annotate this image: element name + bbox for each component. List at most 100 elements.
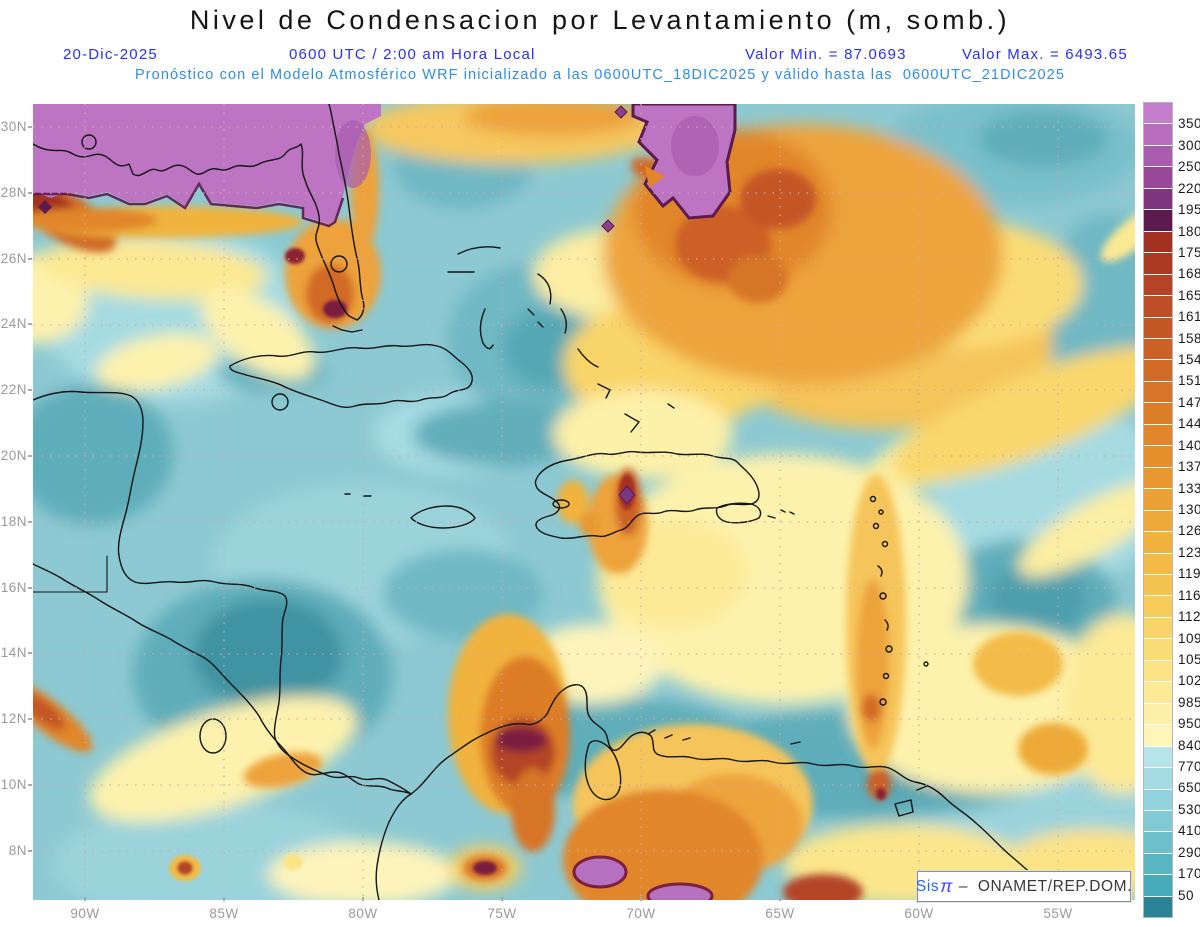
colorbar-tick-label: 1020	[1178, 673, 1200, 689]
colorbar-segment	[1144, 532, 1172, 554]
colorbar-tick-label: 1405	[1178, 437, 1200, 453]
axis-label-lat: 16N	[0, 580, 27, 595]
axis-tick	[28, 455, 32, 457]
axis-label-lat: 20N	[0, 448, 27, 463]
axis-tick	[28, 192, 32, 194]
colorbar-tick-label: 1580	[1178, 330, 1200, 346]
map-canvas	[33, 104, 1135, 900]
colorbar-tick-label: 1800	[1178, 223, 1200, 239]
colorbar-segment	[1144, 188, 1172, 211]
colorbar-segment	[1144, 253, 1172, 275]
colorbar-tick-label: 3000	[1178, 137, 1200, 153]
max-value-label: Valor Max. = 6493.65	[962, 46, 1128, 63]
axis-label-lat: 24N	[0, 316, 27, 331]
min-value-label: Valor Min. = 87.0693	[745, 46, 907, 63]
axis-label-lat: 22N	[0, 382, 27, 397]
colorbar-tick-label: 1950	[1178, 202, 1200, 218]
colorbar-tick-label: 770	[1178, 759, 1200, 775]
axis-tick	[84, 897, 86, 901]
colorbar-segment	[1144, 875, 1172, 897]
axis-label-lat: 18N	[0, 514, 27, 529]
colorbar-tick-label: 1615	[1178, 309, 1200, 325]
axis-tick	[28, 389, 32, 391]
colorbar-segment	[1144, 682, 1172, 704]
colorbar-segment	[1144, 231, 1172, 254]
colorbar-tick-label: 1370	[1178, 459, 1200, 475]
axis-tick	[28, 587, 32, 589]
colorbar-segment	[1144, 553, 1172, 575]
colorbar-segment	[1144, 768, 1172, 790]
colorbar-tick-label: 2500	[1178, 159, 1200, 175]
axis-label-lon: 70W	[626, 906, 656, 921]
colorbar-tick-label: 1230	[1178, 544, 1200, 560]
axis-label-lat: 26N	[0, 251, 27, 266]
colorbar-tick-label: 530	[1178, 801, 1200, 817]
colorbar-segment	[1144, 789, 1172, 811]
colorbar-segment	[1144, 639, 1172, 661]
colorbar-tick-label: 50	[1178, 887, 1195, 903]
colorbar-tick-label: 1300	[1178, 502, 1200, 517]
lesser-antilles	[869, 495, 929, 706]
axis-tick	[223, 897, 225, 901]
axis-tick	[501, 897, 503, 901]
axis-label-lon: 55W	[1043, 906, 1073, 921]
colorbar-tick-label: 1335	[1178, 480, 1200, 496]
axis-label-lat: 10N	[0, 777, 27, 792]
colorbar-segment	[1144, 489, 1172, 511]
colorbar-tick-label: 410	[1178, 823, 1200, 839]
colorbar-segment	[1144, 574, 1172, 597]
colorbar-tick-label: 1510	[1178, 373, 1200, 389]
colorbar-segment	[1144, 381, 1172, 404]
colorbar-segment	[1144, 403, 1172, 425]
colorbar-segment	[1144, 832, 1172, 854]
colorbar-tick-label: 650	[1178, 780, 1200, 796]
colorbar-tick-label: 1750	[1178, 244, 1200, 260]
colorbar-segment	[1144, 424, 1172, 447]
attribution-text: – ONAMET/REP.DOM.	[953, 877, 1133, 895]
colorbar-segment	[1144, 103, 1172, 125]
colorbar-segment	[1144, 746, 1172, 769]
colorbar-tick-label: 1125	[1178, 609, 1200, 625]
axis-tick	[28, 521, 32, 523]
colorbar-tick-label: 1195	[1178, 566, 1200, 582]
axis-label-lon: 60W	[904, 906, 934, 921]
axis-label-lat: 8N	[8, 843, 27, 858]
contour-map-svg	[33, 104, 1135, 900]
axis-label-lon: 80W	[348, 906, 378, 921]
colorbar-segment	[1144, 446, 1172, 468]
axis-tick	[362, 897, 364, 901]
colorbar-tick-label: 1265	[1178, 523, 1200, 539]
colorbar-segment	[1144, 274, 1172, 297]
purple-masses	[33, 104, 737, 900]
colorbar-tick-label: 1090	[1178, 630, 1200, 646]
colorbar-segment	[1144, 145, 1172, 168]
colorbar-segment	[1144, 317, 1172, 339]
colorbar	[1143, 102, 1173, 918]
axis-label-lon: 75W	[487, 906, 517, 921]
colorbar-tick-label: 3500	[1178, 116, 1200, 132]
date-label: 20-Dic-2025	[63, 46, 158, 63]
axis-label-lon: 90W	[70, 906, 100, 921]
axis-label-lat: 14N	[0, 645, 27, 660]
colorbar-segment	[1144, 703, 1172, 726]
colorbar-tick-label: 1055	[1178, 651, 1200, 667]
colorbar-segment	[1144, 467, 1172, 490]
colorbar-tick-label: 950	[1178, 716, 1200, 732]
colorbar-segment	[1144, 725, 1172, 747]
axis-tick	[28, 323, 32, 325]
colorbar-tick-label: 1545	[1178, 352, 1200, 368]
axis-tick	[28, 850, 32, 852]
axis-tick	[28, 718, 32, 720]
colorbar-segment	[1144, 338, 1172, 361]
axis-label-lat: 28N	[0, 185, 27, 200]
axis-tick	[28, 784, 32, 786]
axis-label-lat: 30N	[0, 119, 27, 134]
colorbar-segment	[1144, 124, 1172, 146]
colorbar-tick-label: 1440	[1178, 416, 1200, 432]
colorbar-tick-label: 840	[1178, 737, 1200, 753]
colorbar-segment	[1144, 167, 1172, 189]
time-label: 0600 UTC / 2:00 am Hora Local	[289, 46, 536, 63]
colorbar-segment	[1144, 660, 1172, 683]
colorbar-tick-label: 1650	[1178, 287, 1200, 303]
